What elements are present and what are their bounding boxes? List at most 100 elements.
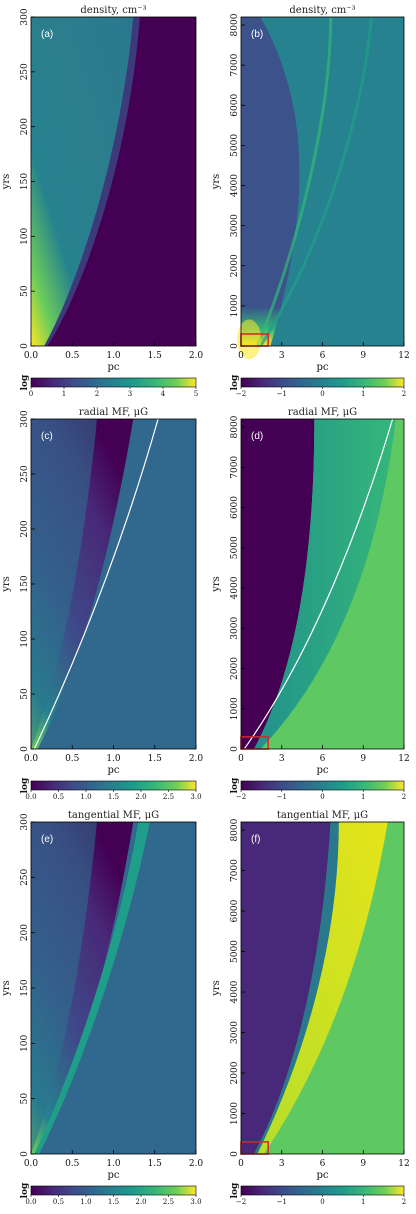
panel-a: (a)density, cm⁻³0.0 0.5 1.0 1.5 2.0pc0501001… [1,5,203,398]
colorbar [240,1185,405,1196]
y-tick-label: 150 [20,979,30,996]
panel-title: tangential MF, μG [277,810,368,821]
x-tick-label: 1.5 [148,351,163,361]
x-tick-label: 9 [360,351,366,361]
x-tick-label: 6 [320,1159,326,1169]
y-tick-label: 5000 [230,536,240,559]
y-axis-label: yrs [1,980,12,997]
white-curve [243,418,394,750]
y-tick-label: 0 [230,1151,240,1157]
x-tick-label: 12 [398,351,409,361]
panel-b: (b)density, cm⁻³0 3 6 9 12pc0100020003000400… [211,5,410,398]
colorbar-tick-label: 1 [62,390,66,398]
colorbar-tick-label: 1.0 [80,1198,91,1206]
colorbar-tick-label: 2 [402,1198,406,1206]
y-tick-label: 1000 [230,294,240,317]
y-tick-label: 250 [20,465,30,482]
heatmap-shell [257,822,388,1154]
colorbar-tick-label: 3 [128,390,132,398]
y-tick-label: 0 [230,746,240,752]
y-tick-label: 0 [230,343,240,349]
y-tick-label: 5000 [230,940,240,963]
panel-label: (a) [41,29,53,40]
panel-title: tangential MF, μG [68,810,159,821]
y-tick-label: 2000 [230,657,240,680]
x-tick-label: 6 [320,351,326,361]
colorbar-tick-label: 0.5 [53,1198,64,1206]
colorbar-tick-label: 0.0 [25,1198,36,1206]
y-axis-label: yrs [211,576,222,593]
panel-title: density, cm⁻³ [289,5,355,16]
y-tick-label: 150 [20,575,30,592]
y-tick-label: 4000 [230,576,240,599]
heatmap-cavity [241,419,315,749]
colorbar-tick-label: 1 [361,390,365,398]
heatmap-inner-region [31,822,97,1154]
colorbar-label: log [230,777,240,793]
heatmap-shock-front [44,17,140,346]
colorbar-tick-label: 1.5 [108,1198,119,1206]
y-tick-label: 6000 [230,899,240,922]
colorbar [240,377,405,388]
colorbar-tick-label: 4 [161,390,166,398]
x-axis-label: pc [316,362,328,373]
colorbar-tick-label: 0 [320,793,324,801]
x-axis-label: pc [316,1170,328,1181]
x-tick-label: 2.0 [189,351,204,361]
y-tick-label: 300 [20,8,30,25]
colorbar-tick-label: 2.0 [135,1198,146,1206]
panel-label: (c) [41,431,53,442]
colorbar-tick-label: 0 [320,390,324,398]
x-tick-label: 0.0 [24,754,39,764]
y-tick-label: 300 [20,410,30,427]
y-tick-label: 8000 [230,818,240,841]
x-tick-label: 0 [238,351,244,361]
y-tick-label: 150 [20,173,30,190]
y-tick-label: 100 [20,227,30,244]
x-tick-label: 1.5 [148,1159,163,1169]
colorbar-tick-label: 2 [402,793,406,801]
colorbar-tick-label: 0 [320,1198,324,1206]
x-tick-label: 0 [238,1159,244,1169]
colorbar-tick-label: −2 [236,390,246,398]
heatmap-inner-region [31,419,97,749]
heatmap-rim [254,419,396,749]
heatmap-core [237,319,262,360]
colorbar-tick-label: 0.5 [53,793,64,801]
x-tick-label: 1.0 [106,351,121,361]
x-tick-label: 3 [279,351,285,361]
y-axis-label: yrs [1,576,12,593]
x-tick-label: 1.0 [106,1159,121,1169]
x-tick-label: 2.0 [189,754,204,764]
heatmap-shell [255,16,333,347]
colorbar-label: log [20,374,30,390]
panel-f: (f)tangential MF, μG0 3 6 9 12pc010002000300… [211,810,410,1206]
y-tick-label: 50 [20,285,30,297]
x-tick-label: 12 [398,754,409,764]
heatmap-inner-band [254,822,339,1154]
x-axis-label: pc [316,765,328,776]
colorbar-label: log [230,374,240,390]
x-tick-label: 3 [279,1159,285,1169]
y-tick-label: 3000 [230,214,240,237]
y-tick-label: 300 [20,813,30,830]
y-tick-label: 200 [20,924,30,941]
panel-label: (d) [251,431,263,442]
panel-label: (b) [251,29,263,40]
colorbar [30,780,197,791]
panel-e: (e) tangential MF, μG 0.0 0.5 1.0 1.5 2.0 pc 0 50… [1,810,203,1206]
y-tick-label: 6000 [230,94,240,117]
heatmap-cavity [241,17,300,346]
x-tick-label: 0 [238,754,244,764]
colorbar-tick-label: 5 [194,390,198,398]
y-tick-label: 0 [20,746,30,752]
colorbar-tick-label: −2 [236,793,246,801]
heatmap-cavity [241,822,331,1154]
y-tick-label: 2000 [230,254,240,277]
y-tick-label: 2000 [230,1061,240,1084]
colorbar-tick-label: 2.0 [135,793,146,801]
x-axis-label: pc [107,362,119,373]
x-tick-label: 3 [279,754,285,764]
y-tick-label: 200 [20,520,30,537]
